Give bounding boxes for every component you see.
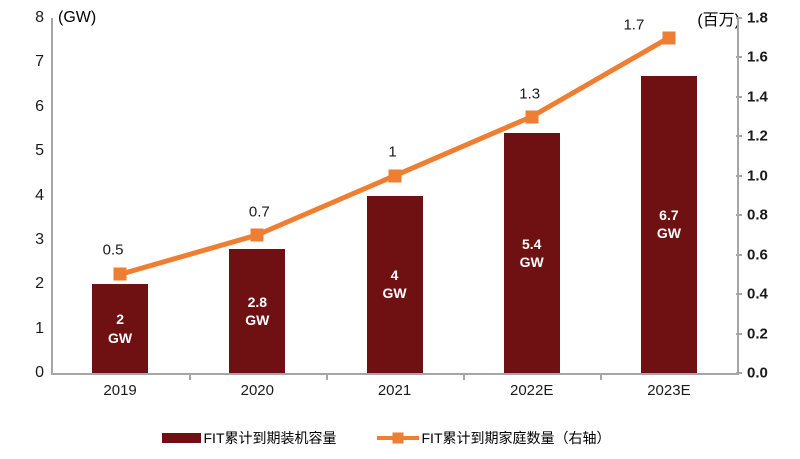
left-axis-tick-label: 7	[35, 53, 44, 71]
right-axis-tick-label: 0.0	[747, 364, 768, 382]
bar: 5.4 GW	[503, 133, 560, 373]
legend-item-capacity: FIT累计到期装机容量	[161, 428, 337, 448]
line-point-marker	[525, 110, 539, 124]
x-axis-category-label: 2022E	[510, 382, 554, 399]
bar: 2 GW	[92, 284, 149, 373]
line-point-label: 0.5	[102, 241, 124, 259]
bar-value-label: 6.7	[659, 207, 679, 224]
bar-swatch-icon	[161, 433, 201, 443]
right-axis-tick-label: 1.2	[747, 127, 768, 145]
right-axis-tick	[735, 174, 742, 177]
x-axis	[50, 373, 739, 375]
left-axis-tick-label: 4	[35, 186, 44, 204]
bar: 6.7 GW	[640, 75, 697, 373]
bar: 2.8 GW	[229, 248, 286, 373]
right-axis-tick	[735, 95, 742, 98]
bar: 4 GW	[366, 195, 423, 373]
right-axis-tick	[735, 332, 742, 335]
bar-unit-label: GW	[245, 311, 270, 328]
line-point-marker	[250, 228, 264, 242]
bar-value-label: 5.4	[521, 236, 542, 252]
right-axis-tick-label: 1.6	[747, 48, 768, 66]
right-axis-tick-label: 1.4	[747, 88, 768, 106]
right-axis-tick-label: 0.2	[747, 325, 768, 343]
right-axis-tick	[735, 56, 742, 59]
left-axis-tick-label: 5	[35, 142, 44, 160]
bar-value-label: 4	[390, 267, 399, 284]
right-axis-tick	[735, 17, 742, 19]
left-axis-tick-label: 8	[35, 9, 44, 26]
x-axis-tick	[600, 375, 603, 380]
bar-unit-label: GW	[519, 254, 544, 271]
y-axis-right	[736, 18, 739, 375]
x-axis-category-label: 2021	[377, 382, 412, 399]
line-point-marker	[388, 169, 401, 183]
left-axis-tick-label: 0	[35, 364, 44, 381]
line-point-label: 1.3	[519, 85, 541, 103]
line-point-label: 1	[388, 143, 397, 161]
left-axis-tick-label: 1	[35, 319, 44, 337]
right-axis-tick-label: 0.4	[747, 285, 768, 303]
bar-unit-label: GW	[382, 285, 407, 302]
bar-value-label: 2.8	[247, 293, 268, 310]
legend-item-households: FIT累计到期家庭数量（右轴）	[376, 428, 611, 448]
bar-unit-label: GW	[656, 225, 681, 242]
legend-label-households: FIT累计到期家庭数量（右轴）	[421, 430, 611, 446]
x-axis-tick	[188, 375, 191, 380]
y-axis-left	[50, 18, 53, 375]
x-axis-tick	[463, 375, 466, 380]
right-axis-tick	[735, 293, 742, 296]
right-axis-tick-label: 1.0	[747, 167, 768, 185]
left-axis-title: (GW)	[58, 9, 97, 26]
line-marker-swatch-icon	[376, 432, 419, 444]
line-point-label: 1.7	[623, 16, 645, 34]
left-axis-tick-label: 3	[35, 230, 44, 248]
left-axis-tick-label: 2	[35, 275, 44, 293]
line-point-marker	[662, 31, 676, 45]
legend-label-capacity: FIT累计到期装机容量	[203, 430, 337, 446]
right-axis-tick	[735, 214, 742, 217]
right-axis-tick	[735, 135, 742, 138]
bar-unit-label: GW	[108, 329, 133, 346]
right-axis-tick-label: 0.8	[747, 206, 768, 224]
right-axis-title: (百万)	[697, 12, 740, 29]
x-axis-tick	[325, 375, 328, 380]
right-axis-tick-label: 1.8	[747, 9, 768, 27]
right-axis-tick-label: 0.6	[747, 246, 768, 264]
bar-value-label: 2	[116, 311, 124, 328]
x-axis-category-label: 2019	[103, 382, 137, 399]
left-axis-tick-label: 6	[35, 97, 44, 115]
line-point-marker	[113, 267, 127, 281]
line-point-label: 0.7	[248, 203, 270, 221]
right-axis-tick	[735, 253, 742, 256]
right-axis-tick	[735, 372, 742, 374]
x-axis-category-label: 2020	[240, 382, 274, 399]
legend: FIT累计到期装机容量 FIT累计到期家庭数量（右轴）	[0, 427, 772, 449]
x-axis-category-label: 2023E	[647, 382, 691, 399]
